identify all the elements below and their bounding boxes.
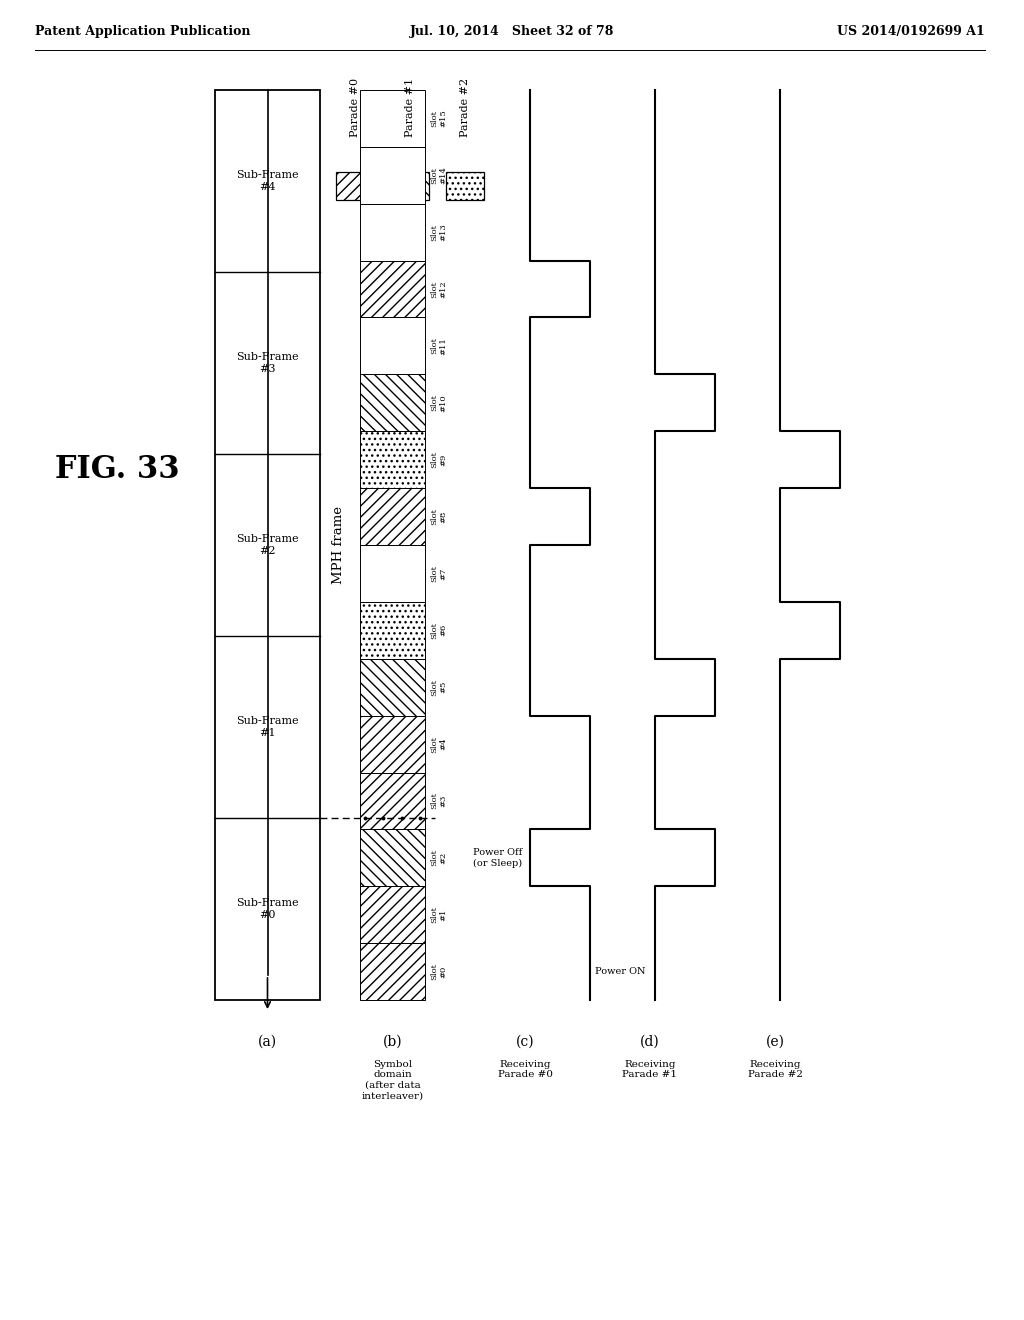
Text: Sub-Frame
#1: Sub-Frame #1 <box>237 717 299 738</box>
Text: (c): (c) <box>516 1035 535 1049</box>
Text: Slot
#12: Slot #12 <box>430 280 447 298</box>
Text: Slot
#0: Slot #0 <box>430 964 447 979</box>
Text: Power ON: Power ON <box>595 968 645 975</box>
Bar <box>360 203 425 260</box>
Bar <box>360 829 425 886</box>
Bar <box>336 172 374 201</box>
Bar <box>360 488 425 545</box>
Bar <box>215 90 319 1001</box>
Text: Sub-Frame
#4: Sub-Frame #4 <box>237 170 299 191</box>
Bar <box>360 375 425 432</box>
Bar <box>360 545 425 602</box>
Text: Sub-Frame
#0: Sub-Frame #0 <box>237 898 299 920</box>
Text: Slot
#4: Slot #4 <box>430 735 447 752</box>
Text: Patent Application Publication: Patent Application Publication <box>35 25 251 38</box>
Bar <box>391 172 429 201</box>
Text: Sub-Frame
#3: Sub-Frame #3 <box>237 352 299 374</box>
Bar <box>360 147 425 203</box>
Text: US 2014/0192699 A1: US 2014/0192699 A1 <box>838 25 985 38</box>
Text: (a): (a) <box>258 1035 278 1049</box>
Text: Slot
#2: Slot #2 <box>430 849 447 866</box>
Text: (b): (b) <box>383 1035 402 1049</box>
Text: Slot
#3: Slot #3 <box>430 792 447 809</box>
Text: Parade #1: Parade #1 <box>406 78 415 137</box>
Bar <box>360 260 425 318</box>
Text: (e): (e) <box>766 1035 784 1049</box>
Text: Slot
#14: Slot #14 <box>430 166 447 185</box>
Bar <box>360 602 425 659</box>
Text: Slot
#9: Slot #9 <box>430 451 447 469</box>
Bar <box>360 715 425 772</box>
Text: Slot
#6: Slot #6 <box>430 622 447 639</box>
Text: Power Off
(or Sleep): Power Off (or Sleep) <box>473 847 522 867</box>
Text: Receiving
Parade #1: Receiving Parade #1 <box>623 1060 678 1080</box>
Text: Sub-Frame
#2: Sub-Frame #2 <box>237 535 299 556</box>
Text: (d): (d) <box>640 1035 659 1049</box>
Bar <box>360 432 425 488</box>
Bar <box>360 942 425 1001</box>
Text: Slot
#1: Slot #1 <box>430 907 447 923</box>
Text: Receiving
Parade #0: Receiving Parade #0 <box>498 1060 553 1080</box>
Text: Slot
#10: Slot #10 <box>430 393 447 412</box>
Text: Receiving
Parade #2: Receiving Parade #2 <box>748 1060 803 1080</box>
Text: Slot
#13: Slot #13 <box>430 223 447 242</box>
Bar <box>360 772 425 829</box>
Bar <box>360 90 425 147</box>
Text: Slot
#11: Slot #11 <box>430 337 447 355</box>
Bar <box>360 659 425 715</box>
Text: Parade #0: Parade #0 <box>350 78 360 137</box>
Text: Slot
#15: Slot #15 <box>430 110 447 127</box>
Bar <box>446 172 484 201</box>
Text: Jul. 10, 2014   Sheet 32 of 78: Jul. 10, 2014 Sheet 32 of 78 <box>410 25 614 38</box>
Text: Slot
#8: Slot #8 <box>430 508 447 525</box>
Bar <box>360 318 425 375</box>
Text: Parade #2: Parade #2 <box>460 78 470 137</box>
Text: Symbol
domain
(after data
interleaver): Symbol domain (after data interleaver) <box>361 1060 424 1100</box>
Text: MPH frame: MPH frame <box>332 506 345 583</box>
Text: FIG. 33: FIG. 33 <box>55 454 179 486</box>
Text: Slot
#7: Slot #7 <box>430 565 447 582</box>
Text: Slot
#5: Slot #5 <box>430 678 447 696</box>
Bar <box>360 886 425 942</box>
